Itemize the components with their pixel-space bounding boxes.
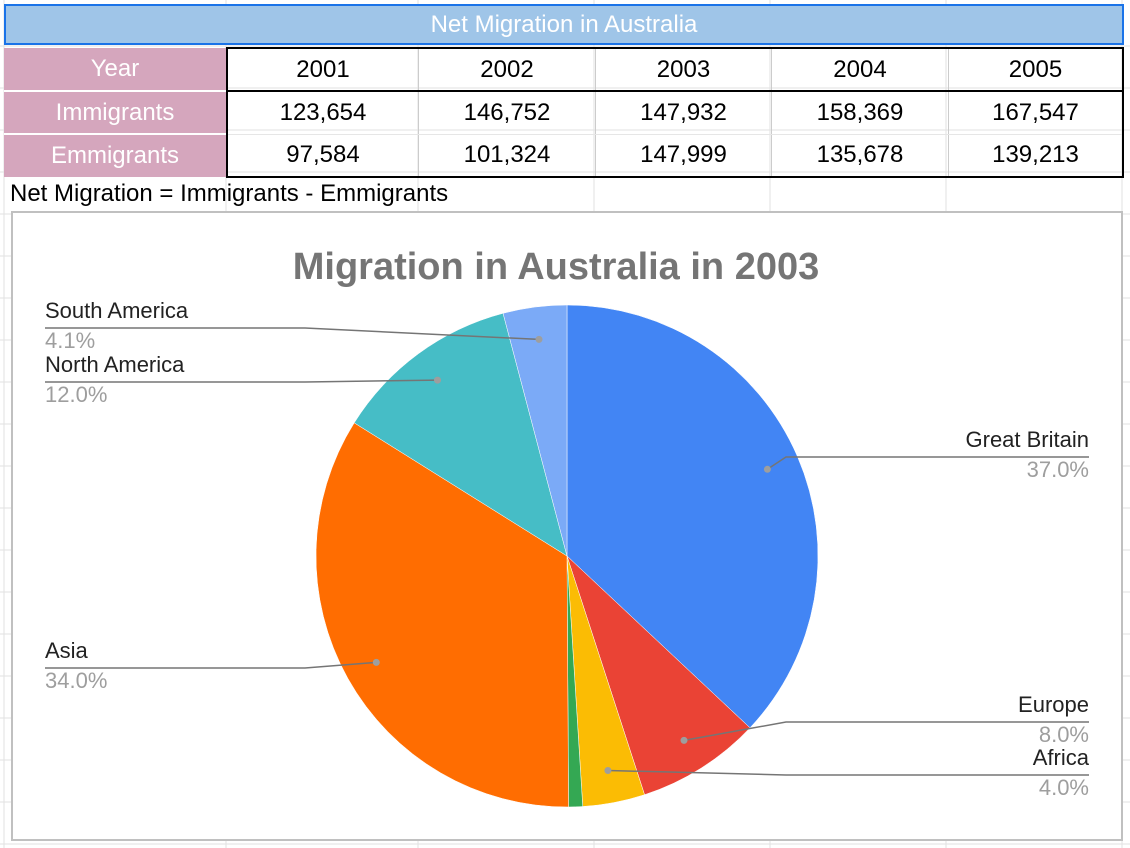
leader-dot <box>763 465 771 473</box>
slice-label: Europe <box>1018 692 1089 717</box>
emmigrants-header-cell[interactable]: Emmigrants <box>4 133 227 177</box>
slice-percent-label: 34.0% <box>45 668 107 693</box>
slice-label: Asia <box>45 638 89 663</box>
table-row: Year 2001 2002 2003 2004 2005 <box>4 47 1124 92</box>
pie-slice-europe[interactable] <box>566 555 751 796</box>
pie-slice-south-america[interactable] <box>502 304 568 557</box>
table-row: Immigrants 123,654 146,752 147,932 158,3… <box>4 90 1124 135</box>
slice-label: Africa <box>1033 745 1090 770</box>
leader-dot <box>372 658 380 666</box>
leader-line <box>45 661 377 669</box>
slice-percent-label: 37.0% <box>1027 457 1089 482</box>
value-cell[interactable]: 101,324 <box>418 134 596 178</box>
migration-data-table: Year 2001 2002 2003 2004 2005 Immigrants… <box>4 47 1124 178</box>
leader-line <box>766 456 1089 470</box>
chart-title: Migration in Australia in 2003 <box>293 246 820 288</box>
slice-percent-label: 4.1% <box>45 328 95 353</box>
year-cell[interactable]: 2003 <box>595 47 772 92</box>
slice-label: North America <box>45 352 185 377</box>
leader-line <box>683 721 1089 742</box>
value-cell[interactable]: 167,547 <box>948 91 1124 135</box>
year-cell[interactable]: 2005 <box>948 47 1124 92</box>
slice-percent-label: 12.0% <box>45 382 107 407</box>
slice-label: South America <box>45 298 189 323</box>
pie-slice-asia[interactable] <box>315 422 569 808</box>
pie-slice-north-america[interactable] <box>353 312 568 557</box>
table-row: Emmigrants 97,584 101,324 147,999 135,67… <box>4 133 1124 178</box>
year-header-cell[interactable]: Year <box>4 48 227 91</box>
year-cell[interactable]: 2004 <box>771 47 949 92</box>
pie-chart: Migration in Australia in 2003 Great Bri… <box>45 246 1090 808</box>
value-cell[interactable]: 139,213 <box>948 134 1124 178</box>
leader-line <box>607 769 1089 776</box>
slice-percent-label: 4.0% <box>1039 775 1089 800</box>
year-cell[interactable]: 2002 <box>418 47 596 92</box>
leader-dot <box>680 736 688 744</box>
slice-percent-label: 8.0% <box>1039 722 1089 747</box>
value-cell[interactable]: 97,584 <box>226 134 419 178</box>
value-cell[interactable]: 147,999 <box>595 134 772 178</box>
value-cell[interactable]: 146,752 <box>418 91 596 135</box>
value-cell[interactable]: 135,678 <box>771 134 949 178</box>
year-cell[interactable]: 2001 <box>226 47 419 92</box>
immigrants-header-cell[interactable]: Immigrants <box>4 90 227 134</box>
formula-note[interactable]: Net Migration = Immigrants - Emmigrants <box>10 180 449 207</box>
value-cell[interactable]: 147,932 <box>595 91 772 135</box>
table-title[interactable]: Net Migration in Australia <box>4 4 1124 45</box>
value-cell[interactable]: 123,654 <box>226 91 419 135</box>
leader-dot <box>535 335 543 343</box>
pie-chart-container[interactable]: Migration in Australia in 2003 Great Bri… <box>11 211 1123 841</box>
slice-label: Great Britain <box>966 427 1090 452</box>
leader-dot <box>434 376 441 384</box>
leader-line <box>45 327 540 341</box>
leader-dot <box>604 767 612 774</box>
value-cell[interactable]: 158,369 <box>771 91 949 135</box>
leader-line <box>45 379 438 383</box>
